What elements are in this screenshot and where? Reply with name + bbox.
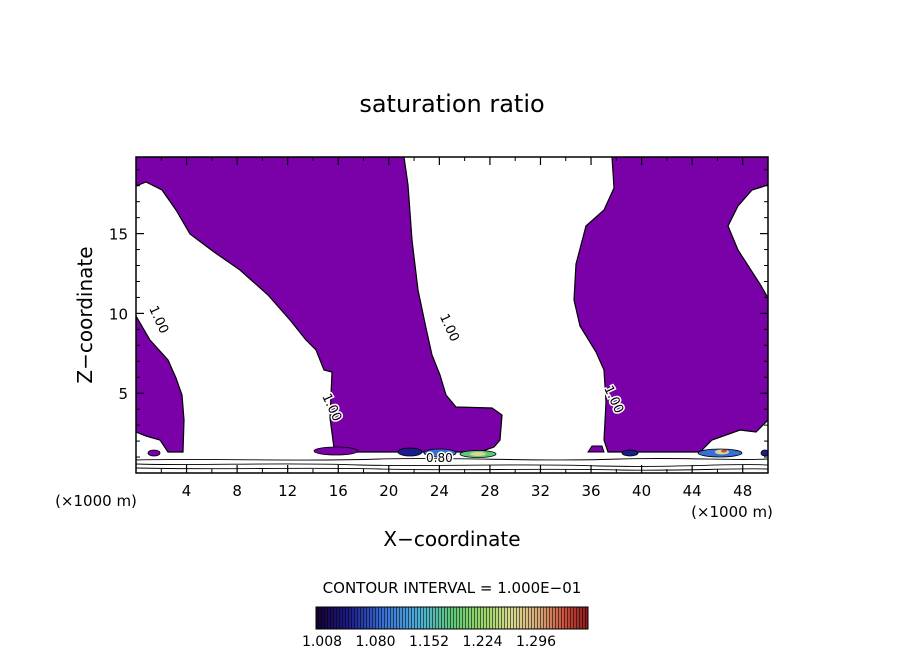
colorbar-tick-label: 1.008 xyxy=(302,634,342,650)
y-tick-label: 5 xyxy=(118,385,128,403)
x-axis-label: X−coordinate xyxy=(383,527,520,551)
chart-title: saturation ratio xyxy=(359,90,544,118)
x-tick-label: 20 xyxy=(379,482,398,500)
x-tick-label: 12 xyxy=(278,482,297,500)
x-tick-label: 40 xyxy=(632,482,651,500)
x-tick-label: 36 xyxy=(581,482,600,500)
colorbar xyxy=(315,606,589,630)
surface-contour-lines xyxy=(136,457,768,471)
y-unit-label: (×1000 m) xyxy=(55,492,137,510)
x-unit-label: (×1000 m) xyxy=(691,503,773,521)
surface-features xyxy=(147,446,768,458)
colorbar-tick-label: 1.152 xyxy=(409,634,449,650)
y-tick-label: 10 xyxy=(109,305,128,323)
x-tick-label: 16 xyxy=(329,482,348,500)
plot-frame xyxy=(135,156,769,474)
x-tick-label: 44 xyxy=(683,482,702,500)
y-tick-label: 15 xyxy=(109,226,128,244)
contour-interval-label: CONTOUR INTERVAL = 1.000E−01 xyxy=(323,579,582,597)
y-axis: 5 10 15 xyxy=(109,169,768,458)
colorbar-tick-label: 1.080 xyxy=(355,634,395,650)
colorbar-ticks: 1.008 1.080 1.152 1.224 1.296 xyxy=(302,634,556,650)
colorbar-tick-label: 1.296 xyxy=(516,634,556,650)
supersaturated-region-right xyxy=(573,157,768,453)
supersaturated-region-right-small xyxy=(587,445,605,453)
x-tick-label: 32 xyxy=(531,482,550,500)
x-axis: 4 8 12 16 20 24 28 32 36 40 44 48 xyxy=(160,157,752,500)
x-tick-label: 48 xyxy=(733,482,752,500)
contour-label: 0.80 xyxy=(426,451,453,465)
supersaturated-region-lower-left xyxy=(136,314,185,453)
plot-area: 1.00 1.00 1.00 1.00 0.80 xyxy=(136,157,768,473)
x-tick-label: 4 xyxy=(182,482,192,500)
x-tick-label: 24 xyxy=(430,482,449,500)
x-tick-label: 28 xyxy=(480,482,499,500)
colorbar-tick-label: 1.224 xyxy=(462,634,502,650)
y-axis-label: Z−coordinate xyxy=(73,246,97,383)
x-tick-label: 8 xyxy=(232,482,242,500)
